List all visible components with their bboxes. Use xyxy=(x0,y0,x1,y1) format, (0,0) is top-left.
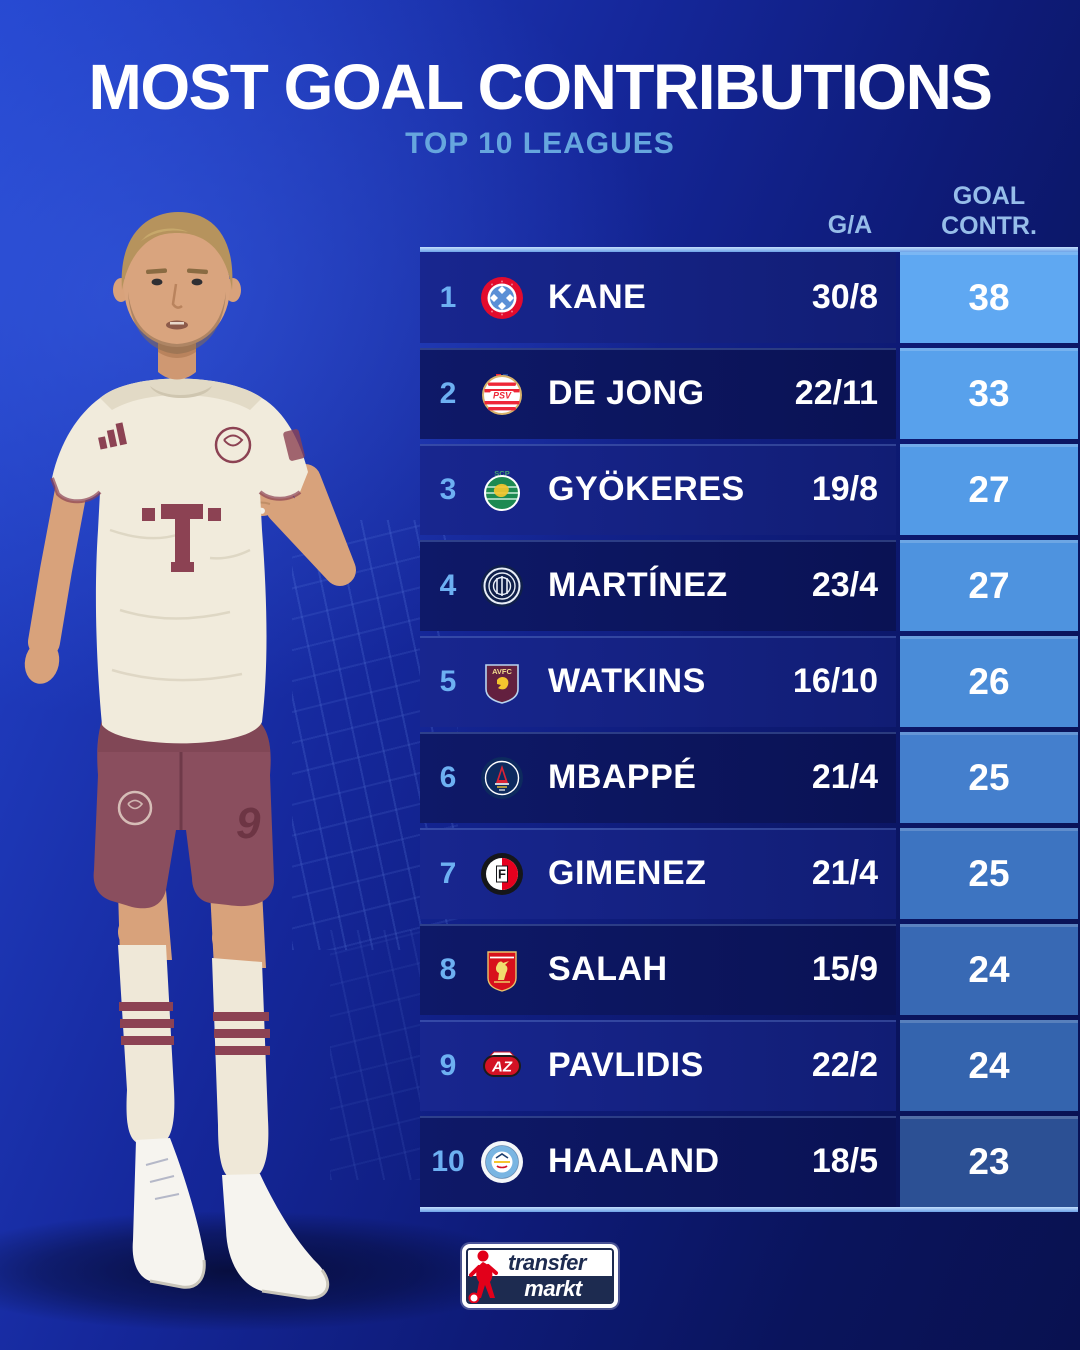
aston-villa-badge-icon: AVFC xyxy=(480,660,524,704)
ga-value: 21/4 xyxy=(811,758,878,796)
player-illustration: 9 xyxy=(24,212,356,1300)
psv-eindhoven-badge-icon: PSV xyxy=(480,372,524,416)
footballer-icon xyxy=(468,1250,498,1303)
row-main-cell: 5 AVFC WATKINS 16/10 xyxy=(420,636,896,727)
ga-value: 16/10 xyxy=(792,662,878,700)
feyenoord-badge-icon: F xyxy=(480,852,524,896)
page-subtitle: TOP 10 LEAGUES xyxy=(405,127,675,160)
manchester-city-badge-icon xyxy=(480,1140,524,1184)
player-name: KANE xyxy=(548,278,647,316)
rows-container: 1 KANE 30/8 38 2 PSV DE JONG 22/11 33 3 … xyxy=(420,252,1078,1207)
table-row: 9 AZ PAVLIDIS 22/2 24 xyxy=(420,1020,1078,1111)
rank-label: 5 xyxy=(439,664,457,698)
goal-contributions-value: 25 xyxy=(900,732,1078,823)
player-name: MARTÍNEZ xyxy=(548,566,728,604)
player-name: SALAH xyxy=(548,950,668,988)
table-row: 3 SCP GYÖKERES 19/8 27 xyxy=(420,444,1078,535)
table-row: 10 HAALAND 18/5 23 xyxy=(420,1116,1078,1207)
goal-contributions-value: 27 xyxy=(900,540,1078,631)
table-row: 2 PSV DE JONG 22/11 33 xyxy=(420,348,1078,439)
ga-value: 21/4 xyxy=(811,854,878,892)
rank-label: 8 xyxy=(439,952,457,986)
column-header-goal-contr: GOAL CONTR. xyxy=(900,181,1078,241)
svg-text:SCP: SCP xyxy=(494,469,509,478)
goal-contributions-value: 23 xyxy=(900,1116,1078,1207)
row-main-cell: 2 PSV DE JONG 22/11 xyxy=(420,348,896,439)
player-name: MBAPPÉ xyxy=(548,758,697,796)
ga-value: 22/11 xyxy=(794,374,878,412)
column-header-ga: G/A xyxy=(827,211,873,239)
row-main-cell: 6 MBAPPÉ 21/4 xyxy=(420,732,896,823)
svg-text:PSV: PSV xyxy=(493,390,512,400)
transfermarkt-logo: transfer markt xyxy=(462,1244,618,1308)
player-name: GIMENEZ xyxy=(548,854,707,892)
ga-value: 22/2 xyxy=(811,1046,878,1084)
rank-label: 3 xyxy=(439,472,457,506)
goal-contributions-value: 24 xyxy=(900,1020,1078,1111)
table-bottom-divider xyxy=(420,1207,1078,1212)
rank-label: 10 xyxy=(431,1144,465,1178)
page-title: MOST GOAL CONTRIBUTIONS xyxy=(88,51,993,123)
player-name: HAALAND xyxy=(548,1142,720,1180)
column-header-goal-line1: GOAL xyxy=(952,182,1026,210)
table-row: 6 MBAPPÉ 21/4 25 xyxy=(420,732,1078,823)
inter-milan-badge-icon xyxy=(480,564,524,608)
goal-contributions-value: 25 xyxy=(900,828,1078,919)
table-top-divider xyxy=(420,247,1078,252)
rank-label: 2 xyxy=(439,376,457,410)
ga-value: 19/8 xyxy=(811,470,878,508)
table-row: 8 SALAH 15/9 24 xyxy=(420,924,1078,1015)
goal-contributions-value: 38 xyxy=(900,252,1078,343)
ga-value: 30/8 xyxy=(811,278,878,316)
svg-text:9: 9 xyxy=(236,799,261,848)
ga-value: 23/4 xyxy=(811,566,878,604)
player-name: PAVLIDIS xyxy=(548,1046,704,1084)
goal-contributions-value: 27 xyxy=(900,444,1078,535)
player-name: WATKINS xyxy=(548,662,706,700)
row-main-cell: 4 MARTÍNEZ 23/4 xyxy=(420,540,896,631)
column-header-goal-line2: CONTR. xyxy=(941,212,1037,240)
svg-text:AZ: AZ xyxy=(491,1058,513,1075)
row-main-cell: 8 SALAH 15/9 xyxy=(420,924,896,1015)
svg-text:AVFC: AVFC xyxy=(492,667,512,676)
rank-label: 9 xyxy=(439,1048,457,1082)
rank-label: 7 xyxy=(439,856,457,890)
svg-text:F: F xyxy=(498,866,506,881)
table-row: 1 KANE 30/8 38 xyxy=(420,252,1078,343)
goal-contributions-value: 33 xyxy=(900,348,1078,439)
row-main-cell: 7 F GIMENEZ 21/4 xyxy=(420,828,896,919)
rank-label: 6 xyxy=(439,760,457,794)
row-main-cell: 10 HAALAND 18/5 xyxy=(420,1116,896,1207)
row-main-cell: 9 AZ PAVLIDIS 22/2 xyxy=(420,1020,896,1111)
goal-contributions-value: 24 xyxy=(900,924,1078,1015)
liverpool-badge-icon xyxy=(480,948,524,992)
rank-label: 4 xyxy=(439,568,457,602)
ga-value: 15/9 xyxy=(811,950,878,988)
az-alkmaar-badge-icon: AZ xyxy=(480,1044,524,1088)
player-name: DE JONG xyxy=(548,374,705,412)
ga-value: 18/5 xyxy=(811,1142,878,1180)
table-row: 7 F GIMENEZ 21/4 25 xyxy=(420,828,1078,919)
goal-contributions-value: 26 xyxy=(900,636,1078,727)
player-name: GYÖKERES xyxy=(548,470,745,508)
paris-saint-germain-badge-icon xyxy=(480,756,524,800)
table-row: 5 AVFC WATKINS 16/10 26 xyxy=(420,636,1078,727)
bayern-munich-badge-icon xyxy=(480,276,524,320)
goal-net-texture xyxy=(330,930,422,1180)
rank-label: 1 xyxy=(439,280,457,314)
player-photo: 9 xyxy=(0,190,432,1350)
row-main-cell: 3 SCP GYÖKERES 19/8 xyxy=(420,444,896,535)
sporting-cp-badge-icon: SCP xyxy=(480,468,524,512)
table-row: 4 MARTÍNEZ 23/4 27 xyxy=(420,540,1078,631)
row-main-cell: 1 KANE 30/8 xyxy=(420,252,896,343)
